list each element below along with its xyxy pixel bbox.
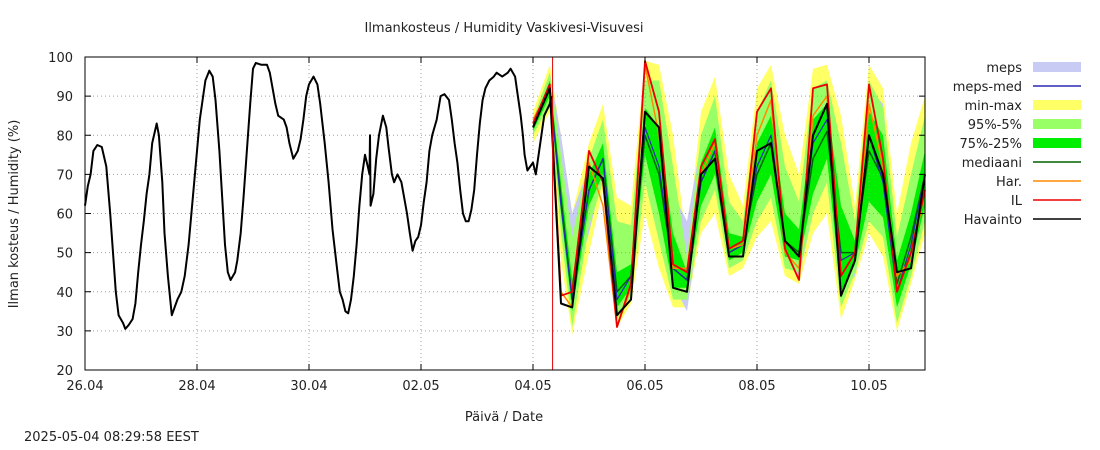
legend-label: Havainto: [964, 213, 1022, 228]
y-tick-label: 100: [48, 51, 73, 66]
legend-label: 75%-25%: [960, 137, 1022, 152]
x-tick-label: 30.04: [290, 379, 327, 394]
y-tick-label: 20: [56, 364, 73, 379]
y-tick-label: 40: [56, 286, 73, 301]
y-tick-label: 60: [56, 208, 73, 223]
legend-label: min-max: [964, 99, 1022, 114]
series-havainto-forecast: [532, 87, 926, 317]
legend-label: meps: [986, 61, 1022, 76]
legend-swatch: [1033, 138, 1081, 148]
x-tick-label: 26.04: [66, 379, 103, 394]
x-tick-label: 04.05: [514, 379, 551, 394]
x-axis-ticks: 26.04 28.04 30.04 02.05 04.05 06.05 08.05 10.05: [66, 57, 888, 394]
y-tick-label: 90: [56, 90, 73, 105]
series-il: [532, 60, 926, 328]
plot-lines-layer: [84, 57, 926, 370]
y-tick-label: 50: [56, 247, 73, 262]
x-tick-label: 10.05: [850, 379, 887, 394]
x-tick-label: 06.05: [626, 379, 663, 394]
legend: meps meps-med min-max 95%-5% 75%-25% mediaani…: [953, 61, 1081, 228]
legend-label: IL: [1011, 194, 1023, 209]
timestamp: 2025-05-04 08:29:58 EEST: [24, 430, 199, 445]
legend-swatch: [1033, 62, 1081, 72]
legend-label: mediaani: [962, 156, 1022, 171]
y-tick-label: 70: [56, 168, 73, 183]
y-tick-label: 80: [56, 129, 73, 144]
x-tick-label: 28.04: [178, 379, 215, 394]
y-axis-ticks: 20 30 40 50 60 70 80 90 100: [48, 51, 925, 379]
plot-bands-layer: [533, 60, 925, 335]
y-axis-label: Ilman kosteus / Humidity (%): [7, 120, 22, 309]
x-axis-label: Päivä / Date: [465, 410, 543, 425]
y-tick-label: 30: [56, 325, 73, 340]
legend-label: meps-med: [953, 80, 1022, 95]
band-75-25: [533, 80, 925, 312]
legend-label: Har.: [996, 175, 1022, 190]
x-tick-label: 02.05: [402, 379, 439, 394]
x-tick-label: 08.05: [738, 379, 775, 394]
legend-swatch: [1033, 100, 1081, 110]
legend-label: 95%-5%: [968, 118, 1022, 133]
legend-swatch: [1033, 119, 1081, 129]
chart-title: Ilmankosteus / Humidity Vaskivesi-Visuve…: [364, 21, 643, 36]
series-havainto: [84, 61, 553, 330]
